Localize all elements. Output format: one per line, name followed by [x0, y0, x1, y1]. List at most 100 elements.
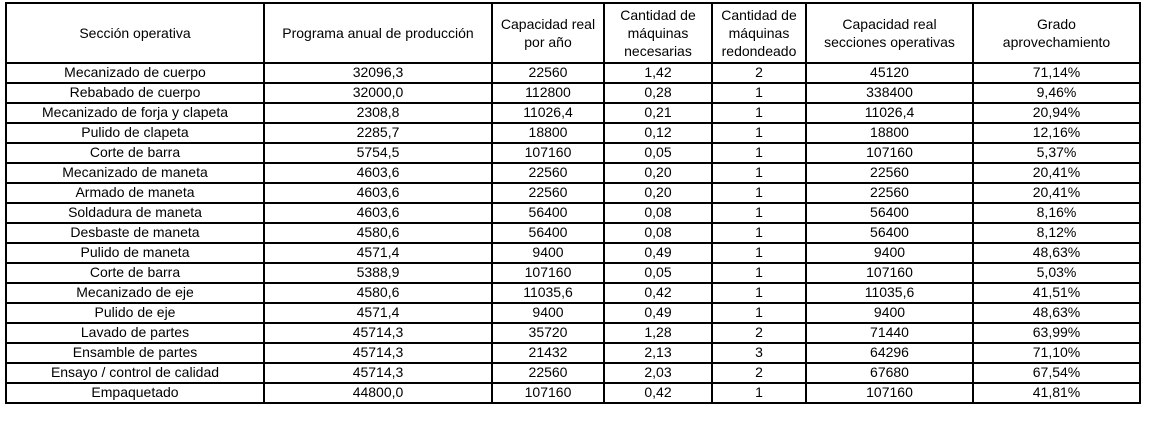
table-row: Rebabado de cuerpo 32000,0 112800 0,28 1 3384…	[5, 82, 1141, 104]
header-grado-aprovechamiento: Grado aprovechamiento	[972, 2, 1141, 64]
cell-maquinas-necesarias: 0,49	[603, 302, 713, 324]
cell-seccion-operativa: Corte de barra	[5, 142, 265, 164]
cell-programa-anual: 32096,3	[263, 62, 493, 84]
cell-capacidad-secciones: 107160	[805, 142, 974, 164]
cell-programa-anual: 5754,5	[263, 142, 493, 164]
cell-maquinas-redondeado: 1	[711, 262, 807, 284]
header-programa-anual: Programa anual de producción	[263, 2, 493, 64]
cell-maquinas-redondeado: 1	[711, 102, 807, 124]
cell-grado-aprovechamiento: 12,16%	[972, 122, 1141, 144]
capacity-utilization-table: Sección operativa Programa anual de prod…	[5, 2, 1141, 404]
cell-programa-anual: 4571,4	[263, 302, 493, 324]
cell-maquinas-redondeado: 1	[711, 182, 807, 204]
cell-seccion-operativa: Ensamble de partes	[5, 342, 265, 364]
cell-maquinas-redondeado: 1	[711, 122, 807, 144]
cell-capacidad-real-ano: 18800	[491, 122, 605, 144]
cell-capacidad-real-ano: 107160	[491, 382, 605, 404]
cell-capacidad-secciones: 18800	[805, 122, 974, 144]
cell-grado-aprovechamiento: 20,41%	[972, 162, 1141, 184]
table-row: Pulido de clapeta 2285,7 18800 0,12 1 18800 12…	[5, 122, 1141, 144]
cell-grado-aprovechamiento: 5,03%	[972, 262, 1141, 284]
cell-seccion-operativa: Ensayo / control de calidad	[5, 362, 265, 384]
cell-seccion-operativa: Pulido de clapeta	[5, 122, 265, 144]
table-row: Pulido de maneta 4571,4 9400 0,49 1 9400 48,63…	[5, 242, 1141, 264]
cell-programa-anual: 4603,6	[263, 202, 493, 224]
cell-maquinas-necesarias: 0,21	[603, 102, 713, 124]
cell-maquinas-redondeado: 1	[711, 282, 807, 304]
cell-maquinas-redondeado: 3	[711, 342, 807, 364]
cell-maquinas-redondeado: 1	[711, 302, 807, 324]
table-row: Corte de barra 5388,9 107160 0,05 1 107160 5,0…	[5, 262, 1141, 284]
cell-maquinas-redondeado: 1	[711, 82, 807, 104]
cell-grado-aprovechamiento: 20,41%	[972, 182, 1141, 204]
cell-maquinas-necesarias: 0,05	[603, 142, 713, 164]
cell-programa-anual: 4603,6	[263, 162, 493, 184]
cell-seccion-operativa: Mecanizado de maneta	[5, 162, 265, 184]
cell-grado-aprovechamiento: 67,54%	[972, 362, 1141, 384]
cell-programa-anual: 32000,0	[263, 82, 493, 104]
cell-programa-anual: 45714,3	[263, 342, 493, 364]
table-row: Ensamble de partes 45714,3 21432 2,13 3 64296…	[5, 342, 1141, 364]
cell-capacidad-secciones: 11035,6	[805, 282, 974, 304]
header-maquinas-redondeado: Cantidad de máquinas redondeado	[711, 2, 807, 64]
cell-seccion-operativa: Mecanizado de eje	[5, 282, 265, 304]
table-row: Ensayo / control de calidad 45714,3 22560 2…	[5, 362, 1141, 384]
cell-capacidad-real-ano: 107160	[491, 262, 605, 284]
cell-grado-aprovechamiento: 8,16%	[972, 202, 1141, 224]
cell-capacidad-real-ano: 11035,6	[491, 282, 605, 304]
cell-grado-aprovechamiento: 8,12%	[972, 222, 1141, 244]
cell-maquinas-redondeado: 2	[711, 62, 807, 84]
cell-maquinas-necesarias: 0,08	[603, 222, 713, 244]
cell-maquinas-redondeado: 1	[711, 162, 807, 184]
cell-capacidad-real-ano: 56400	[491, 222, 605, 244]
cell-seccion-operativa: Mecanizado de forja y clapeta	[5, 102, 265, 124]
cell-grado-aprovechamiento: 48,63%	[972, 302, 1141, 324]
cell-capacidad-real-ano: 11026,4	[491, 102, 605, 124]
cell-capacidad-secciones: 9400	[805, 302, 974, 324]
cell-seccion-operativa: Armado de maneta	[5, 182, 265, 204]
cell-grado-aprovechamiento: 63,99%	[972, 322, 1141, 344]
cell-grado-aprovechamiento: 41,51%	[972, 282, 1141, 304]
cell-maquinas-necesarias: 0,08	[603, 202, 713, 224]
cell-capacidad-real-ano: 56400	[491, 202, 605, 224]
cell-seccion-operativa: Rebabado de cuerpo	[5, 82, 265, 104]
cell-programa-anual: 45714,3	[263, 362, 493, 384]
cell-programa-anual: 5388,9	[263, 262, 493, 284]
cell-capacidad-secciones: 11026,4	[805, 102, 974, 124]
cell-maquinas-necesarias: 1,28	[603, 322, 713, 344]
cell-capacidad-secciones: 67680	[805, 362, 974, 384]
cell-programa-anual: 4580,6	[263, 282, 493, 304]
cell-capacidad-real-ano: 22560	[491, 362, 605, 384]
table-row: Mecanizado de maneta 4603,6 22560 0,20 1 2256…	[5, 162, 1141, 184]
cell-capacidad-real-ano: 112800	[491, 82, 605, 104]
table-row: Mecanizado de eje 4580,6 11035,6 0,42 1 11035…	[5, 282, 1141, 304]
cell-capacidad-real-ano: 9400	[491, 242, 605, 264]
cell-maquinas-necesarias: 2,13	[603, 342, 713, 364]
cell-capacidad-real-ano: 22560	[491, 182, 605, 204]
cell-maquinas-necesarias: 0,42	[603, 282, 713, 304]
table-header: Sección operativa Programa anual de prod…	[5, 2, 1141, 64]
header-capacidad-secciones: Capacidad real secciones operativas	[805, 2, 974, 64]
cell-seccion-operativa: Lavado de partes	[5, 322, 265, 344]
cell-capacidad-secciones: 64296	[805, 342, 974, 364]
cell-capacidad-secciones: 56400	[805, 202, 974, 224]
table-row: Corte de barra 5754,5 107160 0,05 1 107160 5,3…	[5, 142, 1141, 164]
cell-maquinas-redondeado: 1	[711, 222, 807, 244]
cell-maquinas-redondeado: 1	[711, 382, 807, 404]
table-row: Soldadura de maneta 4603,6 56400 0,08 1 56400…	[5, 202, 1141, 224]
cell-capacidad-secciones: 45120	[805, 62, 974, 84]
cell-maquinas-necesarias: 1,42	[603, 62, 713, 84]
cell-programa-anual: 2285,7	[263, 122, 493, 144]
cell-maquinas-necesarias: 0,28	[603, 82, 713, 104]
table-row: Lavado de partes 45714,3 35720 1,28 2 71440 63…	[5, 322, 1141, 344]
header-row: Sección operativa Programa anual de prod…	[5, 2, 1141, 64]
cell-maquinas-redondeado: 2	[711, 322, 807, 344]
cell-maquinas-necesarias: 0,12	[603, 122, 713, 144]
spreadsheet-table-container: Sección operativa Programa anual de prod…	[5, 2, 1141, 404]
cell-maquinas-necesarias: 0,05	[603, 262, 713, 284]
cell-capacidad-secciones: 107160	[805, 262, 974, 284]
table-row: Armado de maneta 4603,6 22560 0,20 1 22560 20,…	[5, 182, 1141, 204]
cell-seccion-operativa: Corte de barra	[5, 262, 265, 284]
header-seccion-operativa: Sección operativa	[5, 2, 265, 64]
cell-capacidad-secciones: 338400	[805, 82, 974, 104]
